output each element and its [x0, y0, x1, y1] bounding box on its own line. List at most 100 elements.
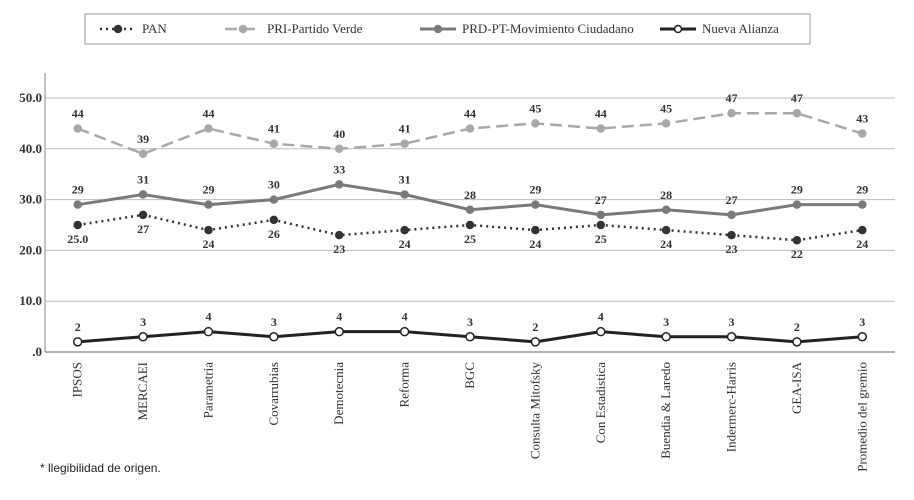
- point: [334, 230, 344, 240]
- data-label: 45: [529, 101, 541, 115]
- point: [465, 220, 475, 230]
- y-tick-label: 30.0: [19, 192, 42, 207]
- point: [858, 129, 867, 138]
- data-label: 31: [399, 173, 411, 187]
- data-label: 2: [532, 320, 538, 334]
- legend-label: Nueva Alianza: [702, 21, 779, 36]
- data-label: 47: [791, 91, 803, 105]
- data-label: 3: [729, 315, 735, 329]
- data-label: 27: [595, 193, 607, 207]
- y-tick-label: .0: [32, 344, 42, 359]
- point: [531, 119, 540, 128]
- data-label: 3: [663, 315, 669, 329]
- data-label: 44: [72, 106, 84, 120]
- point: [858, 225, 867, 235]
- point: [204, 124, 213, 133]
- data-label: 4: [598, 310, 604, 324]
- point: [138, 332, 148, 342]
- x-tick-label: Demotecnia: [331, 362, 346, 425]
- x-tick-label: Buendia & Laredo: [658, 362, 673, 459]
- point: [465, 205, 475, 215]
- point: [596, 220, 606, 230]
- data-label: 2: [75, 320, 81, 334]
- data-label: 4: [205, 310, 211, 324]
- point: [400, 225, 409, 235]
- point: [596, 326, 606, 337]
- x-tick-label: GEA-ISA: [789, 361, 804, 414]
- data-label: 25: [595, 232, 607, 246]
- point: [203, 326, 214, 337]
- data-label: 3: [271, 315, 277, 329]
- legend-box: [84, 13, 811, 45]
- point: [661, 225, 671, 235]
- data-label: 39: [137, 132, 149, 146]
- point: [204, 225, 213, 235]
- point: [73, 220, 82, 230]
- data-label: 28: [660, 188, 672, 202]
- y-tick-label: 20.0: [19, 242, 42, 257]
- data-label: 29: [202, 183, 214, 197]
- point: [727, 230, 736, 240]
- legend-marker: [673, 24, 683, 34]
- point: [858, 200, 867, 209]
- data-label: 25.0: [67, 232, 88, 246]
- point: [400, 139, 409, 148]
- x-tick-label: Consulta Mitofsky: [527, 362, 542, 460]
- legend-label: PRI-Partido Verde: [267, 21, 363, 36]
- point: [465, 332, 475, 342]
- x-tick-label: Promedio del gremio: [854, 362, 869, 472]
- point: [269, 215, 279, 225]
- point: [73, 124, 82, 133]
- point: [399, 326, 410, 337]
- data-label: 23: [726, 242, 738, 256]
- legend-marker: [238, 24, 248, 34]
- data-label: 24: [856, 237, 868, 251]
- data-label: 4: [336, 310, 342, 324]
- point: [530, 337, 541, 347]
- point: [465, 124, 475, 133]
- data-label: 30: [268, 178, 280, 192]
- x-tick-label: Covarrubias: [266, 362, 281, 426]
- data-label: 4: [402, 310, 408, 324]
- x-tick-label: Parametria: [200, 362, 215, 419]
- data-label: 23: [333, 242, 345, 256]
- data-label: 24: [202, 237, 214, 251]
- point: [72, 337, 83, 347]
- data-label: 26: [268, 227, 280, 241]
- data-label: 44: [202, 106, 214, 120]
- point: [661, 332, 671, 342]
- data-label: 44: [595, 106, 607, 120]
- point: [531, 225, 540, 235]
- point: [726, 332, 737, 342]
- point: [269, 139, 279, 148]
- data-label: 29: [72, 183, 84, 197]
- x-tick-label: Reforma: [397, 362, 412, 408]
- point: [661, 119, 671, 128]
- y-tick-label: 40.0: [19, 141, 42, 156]
- data-label: 24: [399, 237, 411, 251]
- data-label: 45: [660, 101, 672, 115]
- data-label: 43: [856, 112, 868, 126]
- point: [204, 200, 213, 209]
- point: [269, 332, 279, 342]
- legend-label: PAN: [142, 21, 167, 36]
- legend-marker: [433, 24, 443, 34]
- point: [269, 195, 279, 204]
- point: [792, 108, 802, 118]
- x-tick-label: Indermerc-Harris: [724, 362, 739, 452]
- point: [857, 332, 868, 342]
- point: [400, 190, 409, 199]
- point: [596, 124, 606, 133]
- data-label: 41: [268, 122, 280, 136]
- data-label: 27: [726, 193, 738, 207]
- data-label: 44: [464, 106, 476, 120]
- data-label: 29: [529, 183, 541, 197]
- point: [334, 326, 344, 337]
- data-label: 29: [856, 183, 868, 197]
- point: [727, 108, 736, 118]
- data-label: 24: [529, 237, 541, 251]
- y-tick-label: 10.0: [19, 293, 42, 308]
- legend-marker: [113, 24, 123, 34]
- point: [334, 144, 344, 154]
- point: [727, 210, 736, 220]
